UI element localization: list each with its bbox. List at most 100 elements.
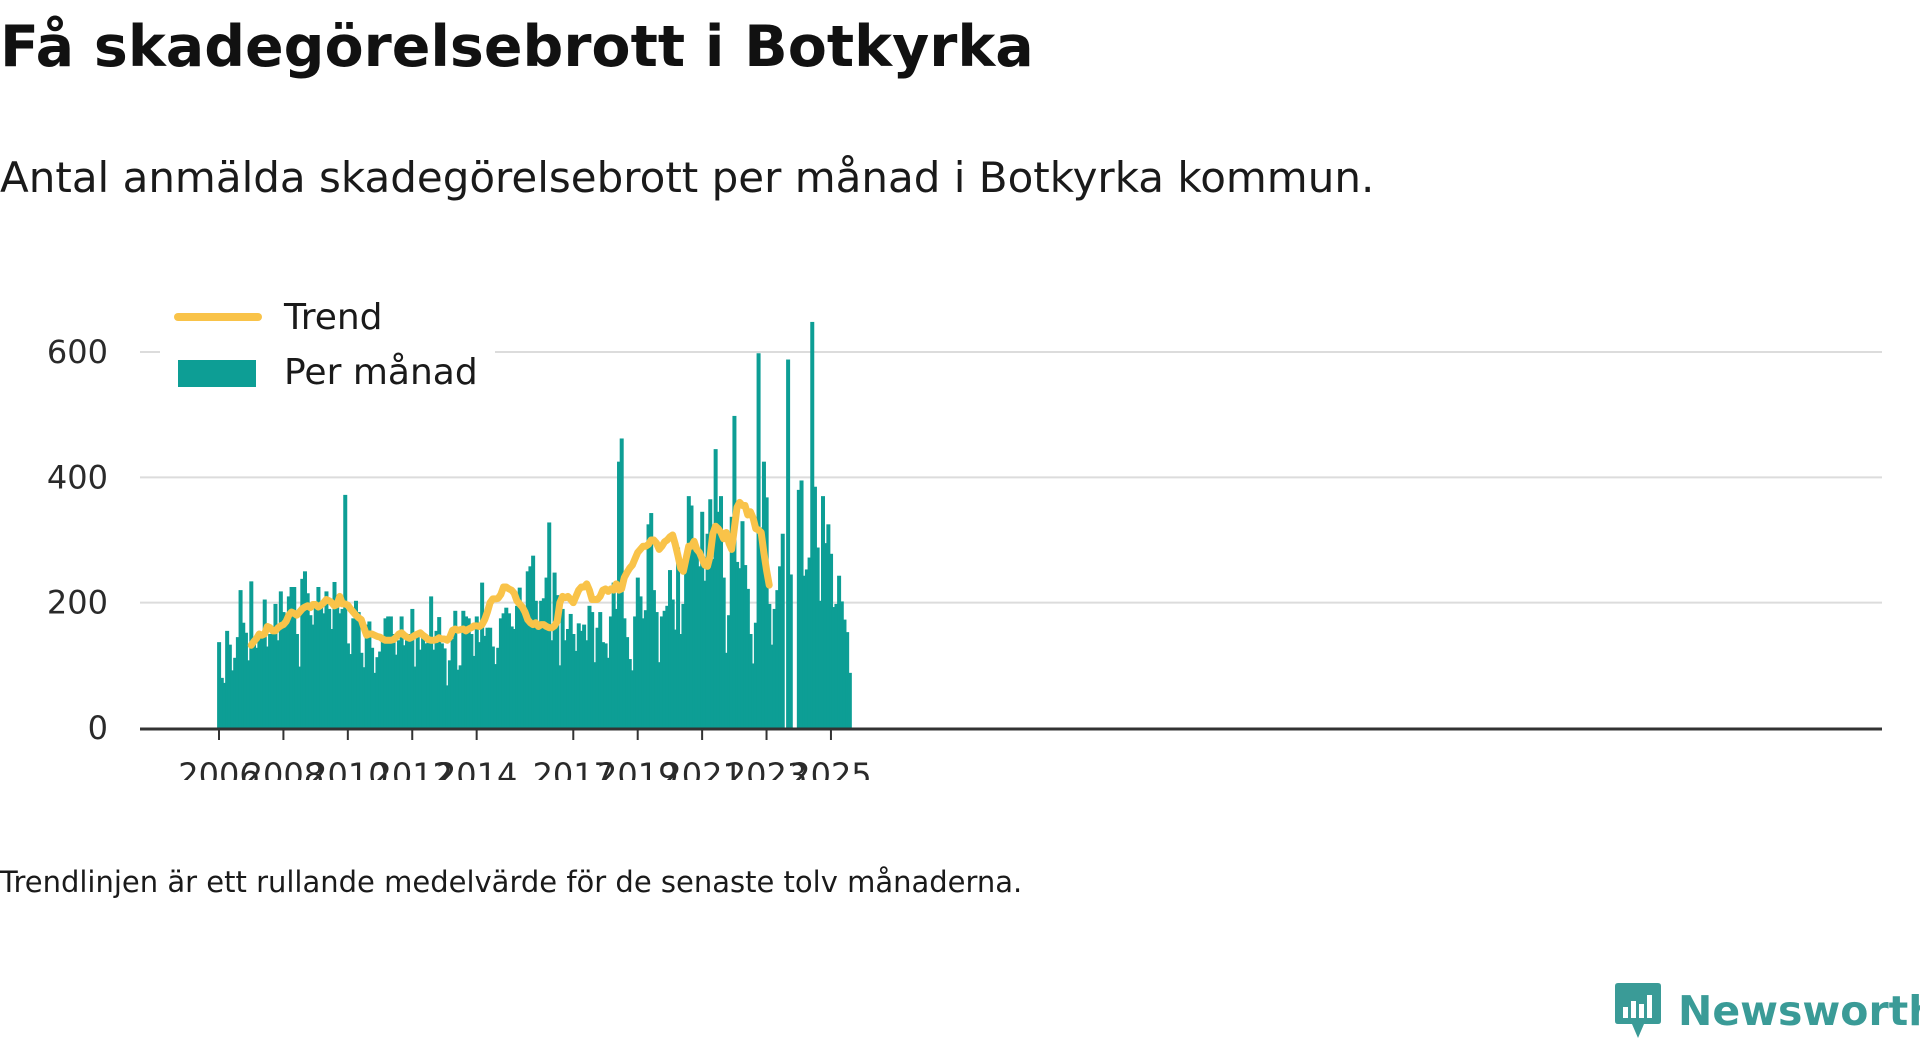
bar [461,610,466,728]
bar [281,612,286,728]
bar [501,613,506,728]
bar [421,635,426,728]
bar [614,608,619,728]
y-tick-label-400: 400 [47,458,108,496]
bar [464,616,469,728]
bar [415,637,420,728]
bar [847,672,852,728]
bar [297,666,302,728]
bar [670,599,675,728]
bar [257,635,262,728]
bar [842,619,847,728]
bar [743,565,748,728]
bar [319,602,324,728]
trend-line-group [247,498,773,649]
bar [335,602,340,728]
bar [251,641,256,728]
bar [590,612,595,728]
bar [413,666,418,728]
bar [767,603,772,728]
bar [837,575,842,728]
bar [292,587,297,728]
bar [622,618,627,728]
bar [447,660,452,728]
bar [276,640,281,728]
bar [823,543,828,728]
bar [313,603,318,728]
x-tick-label-2006: 2006 [178,756,259,780]
bar [426,637,431,728]
bar [719,496,724,728]
bar [265,646,270,728]
bar [753,622,758,728]
bar [608,616,613,728]
bar [649,513,654,728]
bar [729,516,734,728]
legend-bars-swatch [178,360,256,387]
bar [284,622,289,728]
bar [713,449,718,728]
bar [603,643,608,728]
bar [270,632,275,728]
chart-footnote: Trendlinjen är ett rullande medelvärde f… [0,865,1023,899]
bar [394,654,399,728]
bar [528,566,533,728]
bar [493,664,498,728]
bar [225,630,230,728]
bar [351,618,356,728]
bar [821,496,825,728]
bar [429,596,434,728]
bar [566,628,571,728]
bar [372,672,377,728]
bar [592,662,597,728]
bar [399,616,404,728]
bar [531,555,536,728]
bar [692,549,697,728]
bar [571,634,576,728]
bar [496,647,501,728]
bar [635,577,640,728]
bar [348,654,353,728]
chart-subtitle: Antal anmälda skadegörelsebrott per måna… [0,153,1375,202]
bar [241,622,246,728]
chart-title: Få skadegörelsebrott i Botkyrka [0,14,1034,80]
bar [445,685,450,728]
bar [343,494,348,728]
bar [396,640,401,728]
bar [651,590,656,728]
bar [227,644,232,728]
bar [606,657,611,728]
bar [563,640,568,728]
bar [337,613,342,728]
bar [525,571,530,728]
bar [772,608,777,728]
bar [724,652,729,728]
bar [316,587,321,728]
trend-line [247,498,773,649]
bar [745,588,750,728]
bar [802,575,807,728]
bar [646,524,651,728]
legend-label-per-month: Per månad [284,352,478,393]
bar [681,603,686,728]
bar [761,461,766,728]
bar [455,669,460,728]
y-tick-label-0: 0 [88,709,108,747]
bar [627,659,632,728]
x-tick-label-2021: 2021 [661,756,742,780]
bar [246,660,251,728]
bar [689,505,694,728]
bar [807,557,812,728]
bar [630,670,635,728]
x-tick-label-2019: 2019 [597,756,678,780]
bar [404,640,409,728]
bar [560,608,565,728]
brand-logo: Newsworthy [1614,980,1920,1042]
bar [515,605,520,728]
x-tick-label-2010: 2010 [307,756,388,780]
bar [442,648,447,728]
bar [756,353,761,728]
bar [262,599,267,728]
bar [268,634,273,728]
